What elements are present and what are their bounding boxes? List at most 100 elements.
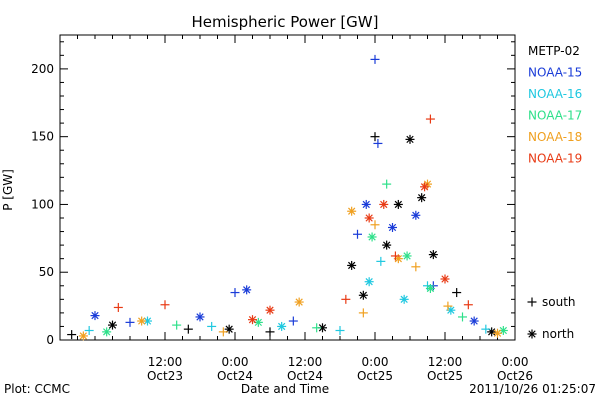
data-point-south	[207, 321, 217, 331]
data-point-north	[294, 297, 304, 307]
data-point-south	[376, 256, 386, 266]
marker-stroke	[383, 241, 391, 249]
marker-stroke	[418, 194, 426, 202]
footer-left: Plot: CCMC	[4, 382, 70, 396]
data-point-north	[358, 290, 368, 300]
axis-ticks	[59, 35, 516, 341]
marker-stroke	[429, 250, 437, 259]
marker-stroke	[103, 328, 111, 336]
data-point-north	[318, 323, 327, 333]
marker-stroke	[196, 313, 204, 321]
data-point-north	[242, 285, 252, 295]
marker-stroke	[426, 284, 435, 293]
data-point-south	[443, 301, 453, 311]
data-point-north	[248, 315, 257, 325]
marker-stroke	[143, 317, 152, 325]
data-point-south	[172, 320, 182, 330]
footer-right: 2011/10/26 01:25:07	[469, 382, 596, 396]
data-point-north	[393, 199, 403, 209]
data-point-south	[425, 114, 435, 124]
marker-stroke	[365, 214, 373, 222]
x-tick-time: 0:00	[502, 355, 529, 369]
data-point-north	[277, 321, 287, 331]
x-tick-date: Oct26	[497, 369, 533, 383]
data-point-south	[183, 324, 193, 334]
data-point-south	[373, 138, 383, 148]
data-point-south	[113, 302, 123, 312]
data-point-north	[195, 312, 205, 322]
marker-stroke	[400, 295, 408, 303]
x-tick-date: Oct25	[427, 369, 463, 383]
data-point-south	[335, 326, 345, 336]
data-point-north	[367, 232, 377, 242]
legend-entry-noaa-17: NOAA-17	[528, 109, 582, 123]
data-point-south	[125, 317, 135, 327]
data-point-south	[265, 327, 275, 337]
y-tick-label: 200	[31, 62, 54, 76]
data-point-north	[364, 213, 374, 223]
marker-stroke	[79, 332, 87, 340]
data-point-south	[353, 229, 362, 239]
data-point-north	[265, 305, 275, 315]
data-point-south	[382, 179, 392, 189]
data-point-north	[411, 210, 421, 220]
marker-stroke	[380, 200, 388, 209]
data-point-south	[370, 132, 380, 142]
marker-stroke	[412, 211, 420, 219]
y-tick-label: 50	[39, 265, 54, 279]
data-point-north	[90, 311, 100, 321]
marker-stroke	[243, 286, 251, 294]
legend-entry-noaa-18: NOAA-18	[528, 130, 582, 144]
marker-stroke	[406, 135, 414, 144]
data-point-south	[370, 220, 380, 230]
marker-stroke	[254, 318, 262, 327]
data-point-south	[84, 326, 94, 336]
data-point-north	[399, 294, 409, 304]
marker-stroke	[470, 317, 478, 325]
data-point-north	[347, 260, 357, 270]
legend: METP-02 NOAA-15 NOAA-16 NOAA-17 NOAA-18 NOAA-…	[528, 44, 582, 166]
data-point-north	[364, 277, 374, 287]
legend-entry-noaa-19: NOAA-19	[528, 152, 582, 166]
marker-legend-symbol-south	[527, 297, 537, 307]
data-point-north	[382, 240, 392, 250]
x-tick-time: 12:00	[428, 355, 463, 369]
marker-legend: south north	[527, 295, 576, 341]
data-point-south	[67, 330, 77, 340]
data-point-south	[160, 300, 170, 310]
data-point-north	[420, 182, 430, 192]
marker-legend-label-south: south	[542, 295, 576, 309]
data-point-north	[108, 320, 117, 330]
marker-stroke	[318, 324, 327, 332]
data-point-south	[452, 288, 462, 298]
data-point-north	[102, 327, 112, 337]
data-point-south	[370, 54, 380, 64]
marker-stroke	[248, 316, 257, 324]
marker-stroke	[441, 275, 449, 283]
data-point-south	[358, 308, 368, 318]
marker-stroke	[388, 223, 397, 232]
marker-stroke	[348, 261, 356, 270]
data-point-north	[425, 283, 435, 293]
y-tick-label: 100	[31, 197, 54, 211]
marker-legend-label-north: north	[542, 327, 574, 341]
data-point-south	[481, 324, 491, 334]
y-axis-label: P [GW]	[1, 169, 15, 211]
marker-stroke	[359, 291, 367, 299]
marker-stroke	[295, 298, 303, 306]
data-point-north	[402, 251, 412, 261]
plot-frame	[59, 34, 516, 341]
marker-stroke	[138, 317, 146, 325]
marker-legend-symbol-north	[527, 329, 537, 339]
data-point-north	[388, 222, 397, 232]
data-point-south	[458, 312, 467, 322]
data-point-north	[405, 134, 415, 144]
series-metp-02	[67, 132, 497, 340]
data-point-south	[341, 294, 351, 304]
x-tick-date: Oct23	[147, 369, 183, 383]
x-tick-time: 12:00	[148, 355, 183, 369]
data-point-north	[469, 316, 479, 326]
data-point-south	[312, 323, 322, 333]
x-axis-label: Date and Time	[241, 382, 329, 396]
